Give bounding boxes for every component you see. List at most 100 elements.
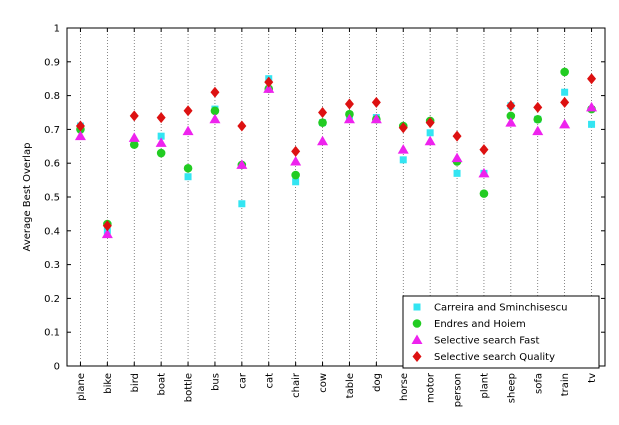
- point-triangle-motor: [424, 135, 436, 146]
- point-diamond-horse: [398, 122, 408, 134]
- x-tick-label-cat: cat: [264, 373, 275, 389]
- point-triangle-horse: [397, 144, 409, 154]
- point-square-boat: [157, 132, 165, 140]
- x-tick-label-bike: bike: [103, 373, 114, 394]
- point-square-car: [238, 200, 246, 208]
- point-circle-plant: [479, 189, 489, 198]
- point-circle-bottle: [183, 163, 193, 173]
- x-tick-label-person: person: [453, 373, 464, 407]
- x-tick-label-car: car: [237, 372, 248, 389]
- point-diamond-bus: [210, 86, 220, 98]
- series-1: [76, 67, 596, 229]
- point-triangle-car: [236, 159, 248, 169]
- point-circle-bus: [210, 106, 220, 116]
- point-diamond-bottle: [183, 105, 193, 117]
- point-circle-cow: [318, 118, 327, 127]
- point-square-chair: [292, 178, 300, 186]
- x-tick-label-chair: chair: [291, 372, 302, 398]
- legend-box: [402, 295, 600, 369]
- point-diamond-sofa: [533, 101, 543, 113]
- legend-marker-circle: [412, 319, 422, 328]
- point-diamond-plant: [479, 144, 489, 156]
- y-tick-label: 0.4: [44, 226, 60, 237]
- y-tick-label: 0.2: [44, 294, 60, 305]
- x-tick-label-boat: boat: [157, 373, 168, 396]
- x-tick-label-plane: plane: [76, 373, 87, 401]
- legend-entry: Carreira and Sminchisescu: [434, 303, 568, 314]
- point-diamond-motor: [425, 117, 435, 129]
- point-circle-bird: [129, 140, 139, 149]
- x-tick-label-cow: cow: [318, 373, 329, 393]
- series: [74, 67, 598, 239]
- point-diamond-train: [560, 96, 570, 108]
- point-triangle-plane: [74, 130, 86, 141]
- point-diamond-table: [344, 98, 354, 110]
- point-diamond-chair: [291, 145, 301, 157]
- point-triangle-bottle: [182, 125, 194, 136]
- y-axis: 0 0.1 0.2 0.3 0.4 0.5 0.6 0.7 0.8 0.9 1: [44, 24, 605, 373]
- legend-entry: Selective search Fast: [434, 336, 539, 347]
- legend-marker-square: [413, 303, 421, 311]
- x-tick-label-bus: bus: [210, 373, 221, 391]
- point-square-horse: [399, 156, 407, 164]
- point-triangle-bike: [101, 228, 113, 239]
- point-triangle-train: [559, 118, 571, 129]
- point-circle-chair: [291, 170, 300, 180]
- series-0: [76, 75, 596, 235]
- legend-entry: Endres and Hoiem: [434, 319, 526, 330]
- point-triangle-boat: [155, 137, 167, 147]
- y-tick-label: 0.7: [44, 125, 60, 136]
- point-diamond-bike: [102, 220, 112, 232]
- point-square-tv: [588, 120, 596, 128]
- point-triangle-chair: [290, 156, 302, 166]
- point-diamond-boat: [156, 112, 166, 124]
- x-tick-label-plant: plant: [479, 373, 490, 399]
- point-square-bottle: [184, 173, 192, 181]
- legend-entry: Selective search Quality: [434, 352, 555, 363]
- point-circle-train: [560, 67, 569, 77]
- x-tick-label-table: table: [345, 373, 356, 398]
- y-tick-label: 0.5: [44, 193, 60, 204]
- point-triangle-cat: [263, 83, 275, 93]
- point-triangle-person: [451, 152, 463, 163]
- point-diamond-plane: [75, 120, 85, 132]
- y-tick-label: 0.3: [44, 260, 60, 271]
- series-2: [74, 83, 598, 239]
- point-diamond-person: [452, 130, 462, 142]
- x-tick-label-bottle: bottle: [184, 373, 195, 402]
- y-tick-label: 0: [54, 362, 60, 373]
- point-square-motor: [426, 129, 434, 137]
- point-triangle-table: [343, 113, 355, 124]
- x-tick-label-tv: tv: [587, 373, 598, 383]
- point-triangle-sofa: [532, 125, 544, 136]
- point-diamond-cow: [318, 107, 328, 118]
- y-tick-label: 0.6: [44, 159, 60, 170]
- point-circle-boat: [156, 148, 166, 158]
- point-circle-sofa: [533, 114, 543, 124]
- x-tick-label-train: train: [560, 373, 571, 396]
- point-triangle-tv: [586, 101, 598, 112]
- point-square-train: [561, 88, 569, 96]
- x-tick-label-sofa: sofa: [533, 373, 544, 394]
- point-diamond-cat: [264, 76, 274, 88]
- y-tick-label: 0.8: [44, 91, 60, 102]
- x-axis: plane bike bird boat bottle bus car cat chair cow…: [76, 28, 598, 407]
- x-tick-label-sheep: sheep: [506, 373, 517, 403]
- point-triangle-dog: [370, 113, 382, 124]
- x-tick-label-bird: bird: [130, 373, 141, 392]
- point-diamond-sheep: [506, 100, 516, 112]
- point-triangle-cow: [317, 135, 329, 146]
- point-diamond-car: [237, 120, 247, 132]
- point-diamond-dog: [371, 96, 381, 108]
- point-triangle-sheep: [505, 117, 517, 127]
- y-tick-label: 1: [54, 24, 60, 35]
- point-diamond-bird: [129, 110, 139, 122]
- y-axis-label: Average Best Overlap: [22, 143, 33, 252]
- point-circle-sheep: [506, 111, 516, 121]
- point-square-person: [453, 169, 461, 177]
- point-triangle-plant: [478, 167, 490, 178]
- legend: Carreira and Sminchisescu Endres and Hoie…: [402, 295, 600, 369]
- x-tick-label-motor: motor: [426, 372, 437, 403]
- point-triangle-bird: [128, 132, 140, 142]
